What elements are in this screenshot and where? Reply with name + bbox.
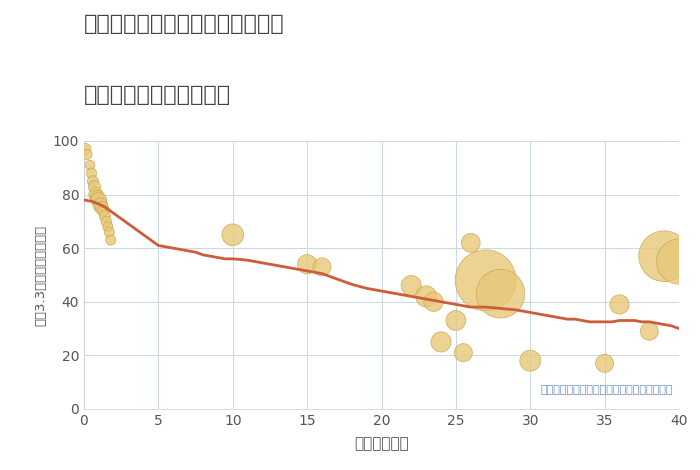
- Point: [428, 298, 439, 306]
- Point: [480, 276, 491, 284]
- Point: [88, 177, 99, 185]
- Point: [465, 239, 476, 247]
- Point: [84, 161, 95, 169]
- Point: [93, 196, 104, 204]
- Point: [86, 169, 97, 177]
- Point: [673, 258, 685, 265]
- Point: [435, 338, 447, 346]
- Point: [94, 202, 106, 209]
- Text: 築年数別中古戸建て価格: 築年数別中古戸建て価格: [84, 85, 231, 105]
- Point: [525, 357, 536, 364]
- Text: 円の大きさは、取引のあった物件面積を示す: 円の大きさは、取引のあった物件面積を示す: [540, 385, 673, 396]
- Point: [98, 207, 109, 214]
- Point: [80, 145, 91, 153]
- Point: [105, 236, 116, 244]
- Point: [495, 290, 506, 298]
- Point: [96, 204, 108, 212]
- Point: [102, 223, 113, 230]
- Y-axis label: 坪（3.3㎡）単価（万円）: 坪（3.3㎡）単価（万円）: [34, 224, 47, 326]
- Point: [316, 263, 328, 271]
- X-axis label: 築年数（年）: 築年数（年）: [354, 436, 409, 451]
- Text: 福岡県北九州市小倉南区平尾台の: 福岡県北九州市小倉南区平尾台の: [84, 14, 285, 34]
- Point: [227, 231, 238, 239]
- Point: [99, 212, 111, 220]
- Point: [89, 183, 100, 190]
- Point: [659, 252, 670, 260]
- Point: [90, 191, 101, 198]
- Point: [450, 317, 461, 324]
- Point: [101, 218, 112, 225]
- Point: [104, 228, 115, 236]
- Point: [302, 260, 313, 268]
- Point: [406, 282, 417, 290]
- Point: [614, 301, 625, 308]
- Point: [644, 328, 655, 335]
- Point: [81, 150, 92, 158]
- Point: [92, 194, 103, 201]
- Point: [599, 360, 610, 367]
- Point: [458, 349, 469, 356]
- Point: [421, 293, 432, 300]
